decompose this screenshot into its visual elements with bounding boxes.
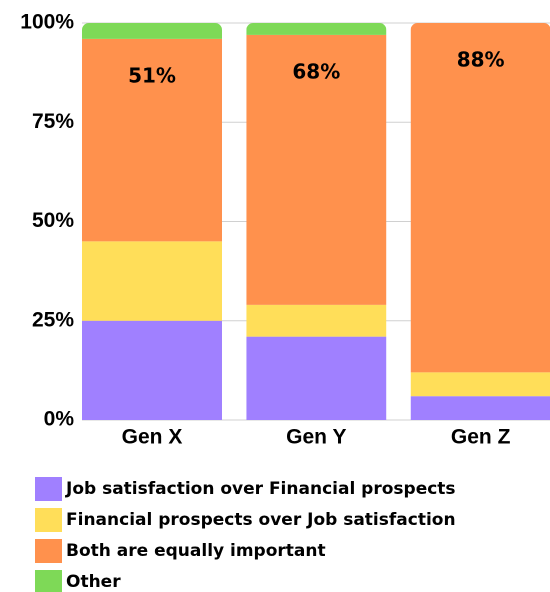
bar-segment	[246, 336, 387, 420]
bar-stack	[82, 23, 222, 420]
value-label: 68%	[292, 59, 340, 83]
bar-segment	[410, 23, 550, 373]
legend-swatch	[35, 570, 62, 592]
y-tick-label: 50%	[32, 209, 74, 232]
value-label: 88%	[457, 48, 505, 72]
bar-segment	[246, 34, 387, 305]
y-tick-label: 0%	[44, 408, 75, 431]
bar-segment	[82, 241, 222, 321]
bar-segment	[246, 23, 387, 35]
legend-label: Both are equally important	[66, 541, 326, 561]
bar-segment	[82, 23, 222, 39]
bar-segment	[82, 38, 222, 242]
legend-label: Financial prospects over Job satisfactio…	[66, 510, 456, 530]
legend-label: Other	[66, 572, 121, 592]
y-tick-label: 75%	[32, 110, 74, 133]
x-tick-label: Gen Y	[286, 426, 346, 449]
bar-stack	[246, 23, 387, 420]
bar-segment	[410, 396, 550, 420]
legend-swatch	[35, 508, 62, 532]
legend-swatch	[35, 477, 62, 501]
y-tick-label: 25%	[32, 308, 74, 331]
x-tick-label: Gen X	[122, 426, 183, 449]
bar-segment	[410, 372, 550, 397]
bar-segment	[246, 304, 387, 337]
value-label: 51%	[128, 63, 176, 87]
bar-stack	[410, 23, 550, 420]
y-tick-label: 100%	[20, 11, 74, 34]
legend-swatch	[35, 539, 62, 563]
legend-label: Job satisfaction over Financial prospect…	[65, 479, 456, 499]
x-tick-label: Gen Z	[451, 426, 511, 449]
bar-segment	[82, 320, 222, 420]
